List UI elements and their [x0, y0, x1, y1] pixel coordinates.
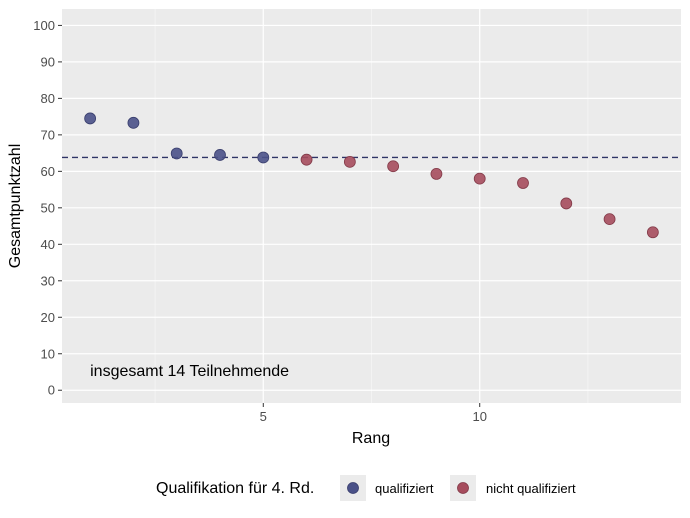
y-tick-label: 70: [41, 127, 55, 142]
x-axis-title: Rang: [352, 430, 390, 447]
legend-label-qualifiziert: qualifiziert: [375, 481, 434, 496]
data-point-nicht-qualifiziert: [603, 213, 616, 226]
major-gridlines: [62, 9, 681, 403]
data-point-nicht-qualifiziert: [387, 160, 400, 173]
y-tick-label: 10: [41, 346, 55, 361]
data-points: [84, 112, 659, 239]
x-axis: 5 10: [260, 403, 487, 424]
data-point-nicht-qualifiziert: [473, 172, 486, 185]
y-tick-label: 60: [41, 164, 55, 179]
legend: Qualifikation für 4. Rd. qualifiziert ni…: [156, 475, 576, 501]
data-point-nicht-qualifiziert: [560, 197, 573, 210]
data-point-qualifiziert: [127, 116, 140, 129]
x-tick-label: 5: [260, 409, 267, 424]
y-tick-label: 80: [41, 91, 55, 106]
x-tick-label: 10: [472, 409, 486, 424]
data-point-nicht-qualifiziert: [343, 155, 356, 168]
data-point-nicht-qualifiziert: [517, 177, 529, 189]
y-axis-title: Gesamtpunktzahl: [7, 144, 24, 269]
legend-key-nicht-qualifiziert: [457, 482, 469, 494]
y-tick-label: 90: [41, 54, 55, 69]
minor-gridlines: [154, 9, 589, 403]
data-point-qualifiziert: [257, 151, 270, 164]
y-tick-label: 20: [41, 310, 55, 325]
y-tick-label: 0: [48, 383, 55, 398]
data-point-qualifiziert: [170, 147, 183, 160]
y-tick-label: 30: [41, 273, 55, 288]
legend-label-nicht-qualifiziert: nicht qualifiziert: [486, 481, 576, 496]
data-point-qualifiziert: [84, 112, 97, 125]
data-point-nicht-qualifiziert: [300, 153, 313, 166]
y-tick-label: 50: [41, 200, 55, 215]
data-point-nicht-qualifiziert: [646, 226, 659, 239]
y-tick-label: 40: [41, 237, 55, 252]
y-tick-label: 100: [33, 18, 55, 33]
data-point-nicht-qualifiziert: [430, 167, 443, 180]
annotation-total-participants: insgesamt 14 Teilnehmende: [90, 363, 289, 380]
data-point-qualifiziert: [214, 149, 226, 161]
legend-key-qualifiziert: [347, 482, 359, 494]
y-axis: 0 10 20 30 40 50 60 70 80 90 100: [33, 18, 62, 398]
legend-title: Qualifikation für 4. Rd.: [156, 480, 314, 497]
